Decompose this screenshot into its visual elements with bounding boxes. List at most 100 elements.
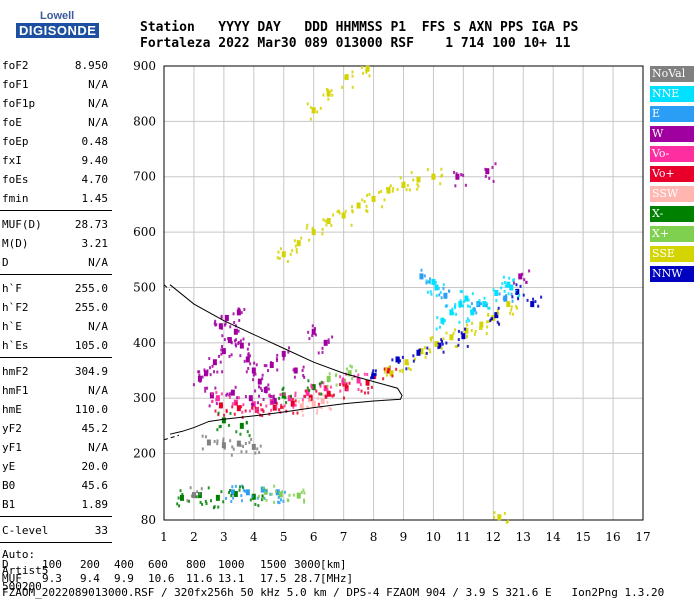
param-label: fxI (2, 154, 22, 167)
echo-texture (228, 354, 231, 358)
echo-point-w (224, 314, 229, 321)
echo-texture (302, 488, 305, 492)
echo-point-sse (326, 218, 331, 225)
echo-texture (365, 69, 368, 73)
echo-texture (348, 381, 351, 385)
echo-texture (453, 170, 456, 174)
echo-point-noval (191, 492, 196, 499)
legend-item: NNE (650, 86, 694, 102)
echo-point-vo+ (326, 390, 331, 397)
echo-texture (314, 333, 317, 337)
echo-texture (456, 345, 459, 349)
echo-texture (220, 314, 223, 318)
echo-point-sse (356, 202, 361, 209)
muf-row-value: 9.9 (114, 572, 134, 585)
echo-texture (440, 174, 443, 178)
echo-texture (531, 304, 534, 308)
echo-texture (322, 218, 325, 222)
echo-texture (517, 297, 520, 301)
echo-texture (494, 162, 497, 166)
echo-texture (469, 309, 472, 313)
echo-texture (306, 405, 309, 409)
echo-texture (495, 299, 498, 303)
echo-texture (359, 383, 362, 387)
echo-texture (263, 364, 266, 368)
echo-point-nne (458, 301, 463, 308)
echo-texture (515, 304, 518, 308)
echo-texture (293, 375, 296, 379)
param-label: foF1p (2, 97, 36, 110)
echo-texture (321, 232, 324, 236)
echo-texture (250, 402, 253, 406)
echo-texture (271, 400, 274, 404)
legend: NoVal NNE E W Vo- Vo+ SSW X- X+ SSE NNW (650, 66, 694, 286)
echo-texture (426, 290, 429, 294)
echo-texture (226, 318, 229, 322)
echo-texture (425, 351, 428, 355)
echo-texture (321, 350, 324, 354)
echo-point-vo+ (386, 367, 391, 374)
echo-texture (448, 289, 451, 293)
echo-texture (380, 189, 383, 193)
echo-texture (338, 211, 341, 215)
echo-texture (209, 366, 212, 370)
echo-texture (281, 405, 284, 409)
echo-texture (309, 117, 312, 121)
echo-texture (208, 356, 211, 360)
echo-texture (252, 378, 255, 382)
param-row: B1 1.89 (0, 495, 112, 514)
echo-point-nne (506, 281, 511, 288)
echo-texture (267, 383, 270, 387)
echo-texture (320, 392, 323, 396)
echo-point-sse (341, 212, 346, 219)
echo-texture (510, 305, 513, 309)
echo-texture (216, 428, 219, 432)
echo-texture (250, 437, 253, 441)
echo-texture (339, 383, 342, 387)
echo-texture (199, 500, 202, 504)
echo-texture (228, 392, 231, 396)
echo-texture (480, 327, 483, 331)
echo-texture (230, 453, 233, 457)
x-tick-label: 16 (605, 530, 620, 544)
echo-texture (249, 498, 252, 502)
echo-texture (459, 299, 462, 303)
echo-texture (525, 280, 528, 284)
echo-point-sse (281, 251, 286, 258)
echo-texture (279, 498, 282, 502)
echo-texture (428, 281, 431, 285)
echo-texture (459, 289, 462, 293)
echo-texture (306, 223, 309, 227)
echo-point-nne (470, 309, 475, 316)
echo-texture (252, 403, 255, 407)
param-value: 0.48 (81, 135, 109, 148)
echo-texture (279, 406, 282, 410)
echo-texture (310, 394, 313, 398)
echo-texture (301, 400, 304, 404)
echo-texture (466, 344, 469, 348)
echo-point-ssw (320, 397, 325, 404)
echo-texture (257, 494, 260, 498)
echo-texture (275, 357, 278, 361)
echo-texture (500, 286, 503, 290)
echo-point-w (281, 350, 286, 357)
echo-texture (334, 374, 337, 378)
echo-point-sse (464, 327, 469, 334)
echo-texture (189, 486, 192, 490)
echo-texture (221, 370, 224, 374)
echo-texture (360, 389, 363, 393)
parameters-panel: foF2 8.950 foF1 N/A foF1p N/A foE N/A foEp 0.48 fx… (0, 56, 112, 595)
echo-texture (233, 339, 236, 343)
echo-texture (257, 504, 260, 508)
echo-texture (235, 401, 238, 405)
param-row: foEs 4.70 (0, 170, 112, 189)
echo-texture (215, 402, 218, 406)
echo-point-x+ (326, 375, 331, 382)
echo-texture (292, 411, 295, 415)
echo-texture (423, 346, 426, 350)
echo-texture (311, 324, 314, 328)
echo-texture (409, 368, 412, 372)
echo-texture (307, 330, 310, 334)
echo-texture (391, 374, 394, 378)
echo-texture (444, 304, 447, 308)
